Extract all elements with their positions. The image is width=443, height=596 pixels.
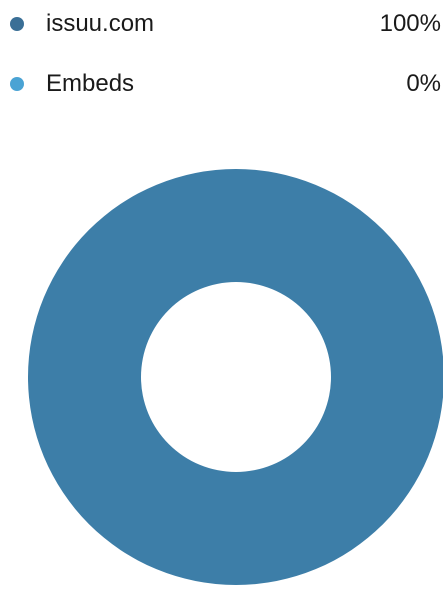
legend-dot-embeds (10, 77, 24, 91)
legend-label-embeds: Embeds (46, 70, 135, 97)
legend-value-issuu: 100% (379, 10, 441, 37)
donut-chart (0, 140, 443, 596)
donut-chart-svg (28, 169, 443, 585)
donut-slice-issuu-com[interactable] (28, 169, 443, 585)
legend-value-embeds: 0% (406, 70, 441, 97)
legend-item-embeds[interactable]: Embeds 0% (0, 64, 443, 104)
legend-dot-issuu (10, 17, 24, 31)
legend-label-issuu: issuu.com (46, 10, 155, 37)
legend-item-issuu[interactable]: issuu.com 100% (0, 4, 443, 44)
